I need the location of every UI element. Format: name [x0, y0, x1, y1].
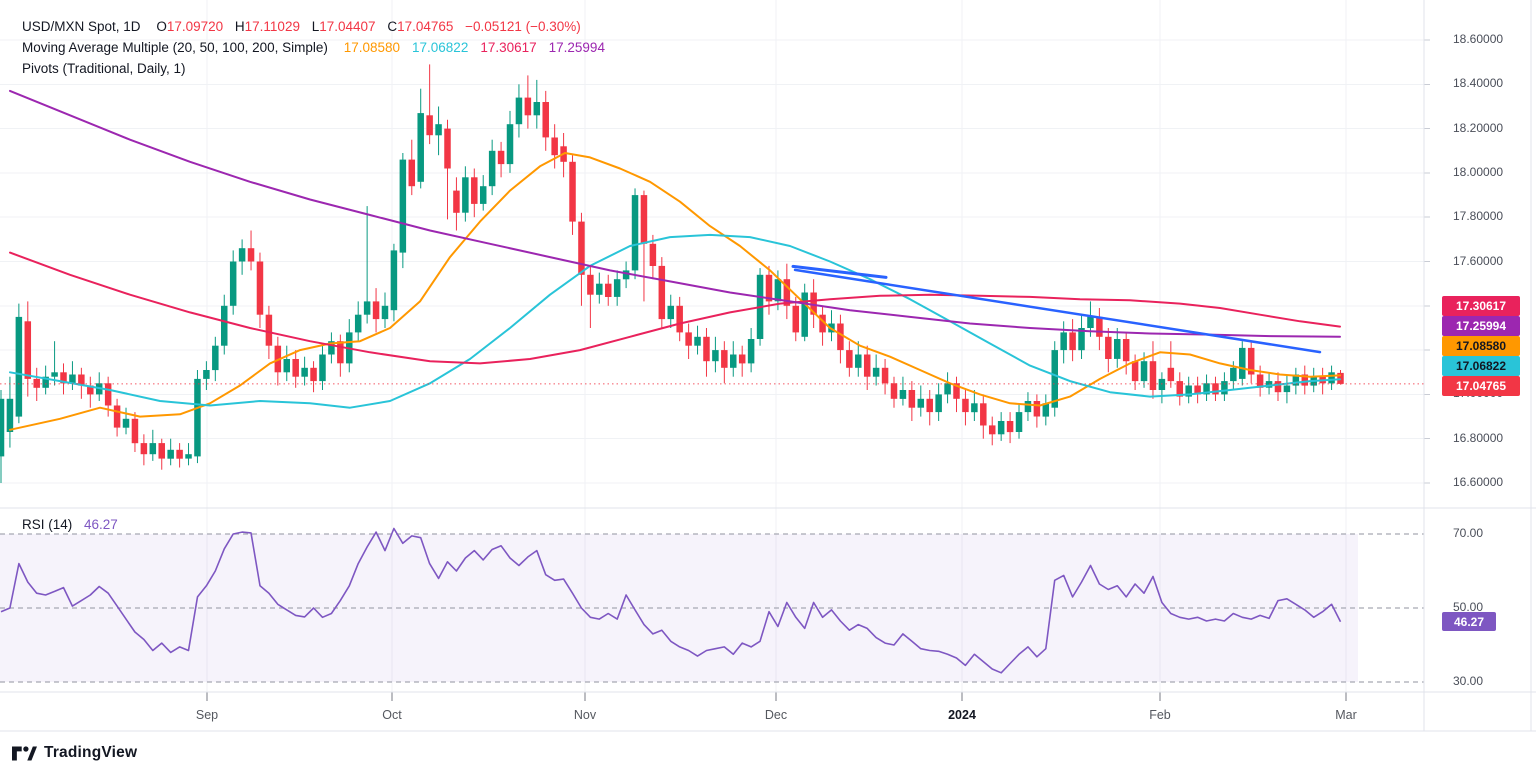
ma-legend-row[interactable]: Moving Average Multiple (20, 50, 100, 20…: [22, 37, 617, 58]
symbol-legend-row[interactable]: USD/MXN Spot, 1D O17.09720 H17.11029 L17…: [22, 16, 581, 37]
change-value: −0.05121 (−0.30%): [465, 19, 581, 34]
high-value: 17.11029: [244, 19, 300, 34]
price-badge: 17.08580: [1442, 336, 1520, 356]
close-value: 17.04765: [397, 19, 454, 34]
low-label: L: [311, 19, 320, 34]
ma-value: 17.08580: [343, 40, 401, 55]
rsi-axis-label: 70.00: [1453, 526, 1484, 540]
price-badge: 17.25994: [1442, 316, 1520, 336]
tradingview-logo-text: TradingView: [44, 744, 138, 761]
rsi-badge: 46.27: [1442, 612, 1496, 632]
time-axis-label: Feb: [1149, 708, 1171, 722]
time-axis-label: Nov: [573, 708, 597, 722]
ma-label: Moving Average Multiple (20, 50, 100, 20…: [22, 40, 328, 55]
close-label: C: [387, 19, 398, 34]
price-axis-label: 18.20000: [1453, 120, 1504, 135]
price-axis-label: 18.00000: [1453, 164, 1504, 179]
price-axis-label: 18.40000: [1453, 76, 1504, 91]
pivots-legend-row[interactable]: Pivots (Traditional, Daily, 1): [22, 58, 186, 79]
time-axis-label: Dec: [764, 708, 788, 722]
price-axis-label: 16.60000: [1453, 475, 1504, 489]
pivots-label: Pivots (Traditional, Daily, 1): [22, 61, 186, 76]
time-axis-label: Sep: [195, 708, 219, 722]
price-badge: 17.06822: [1442, 356, 1520, 376]
open-value: 17.09720: [166, 19, 224, 34]
rsi-value: 46.27: [84, 517, 118, 532]
price-axis-label: 16.80000: [1453, 430, 1504, 445]
time-axis-label: Mar: [1335, 708, 1357, 722]
rsi-axis-label: 50.00: [1453, 600, 1484, 614]
time-axis-label: 2024: [948, 708, 976, 722]
high-label: H: [234, 19, 245, 34]
symbol-title: USD/MXN Spot, 1D: [22, 19, 141, 34]
rsi-legend-row[interactable]: RSI (14) 46.27: [22, 514, 118, 535]
ma-value: 17.25994: [548, 40, 605, 55]
open-label: O: [156, 19, 167, 34]
ma-value: 17.30617: [480, 40, 537, 55]
price-axis-label: 17.80000: [1453, 209, 1504, 224]
tradingview-logo[interactable]: TradingView: [12, 744, 137, 762]
ma-values: 17.08580 17.06822 17.30617 17.25994: [344, 40, 617, 55]
rsi-axis-label: 30.00: [1453, 674, 1484, 688]
tradingview-logo-icon: [12, 745, 37, 760]
rsi-label: RSI (14): [22, 517, 73, 532]
price-axis-label: 17.60000: [1453, 253, 1504, 268]
time-axis-label: Oct: [382, 708, 402, 722]
price-badge: 17.04765: [1442, 376, 1520, 396]
ma-value: 17.06822: [412, 40, 469, 55]
price-badge: 17.30617: [1442, 296, 1520, 316]
low-value: 17.04407: [319, 19, 376, 34]
price-axis-label: 18.60000: [1453, 32, 1504, 46]
